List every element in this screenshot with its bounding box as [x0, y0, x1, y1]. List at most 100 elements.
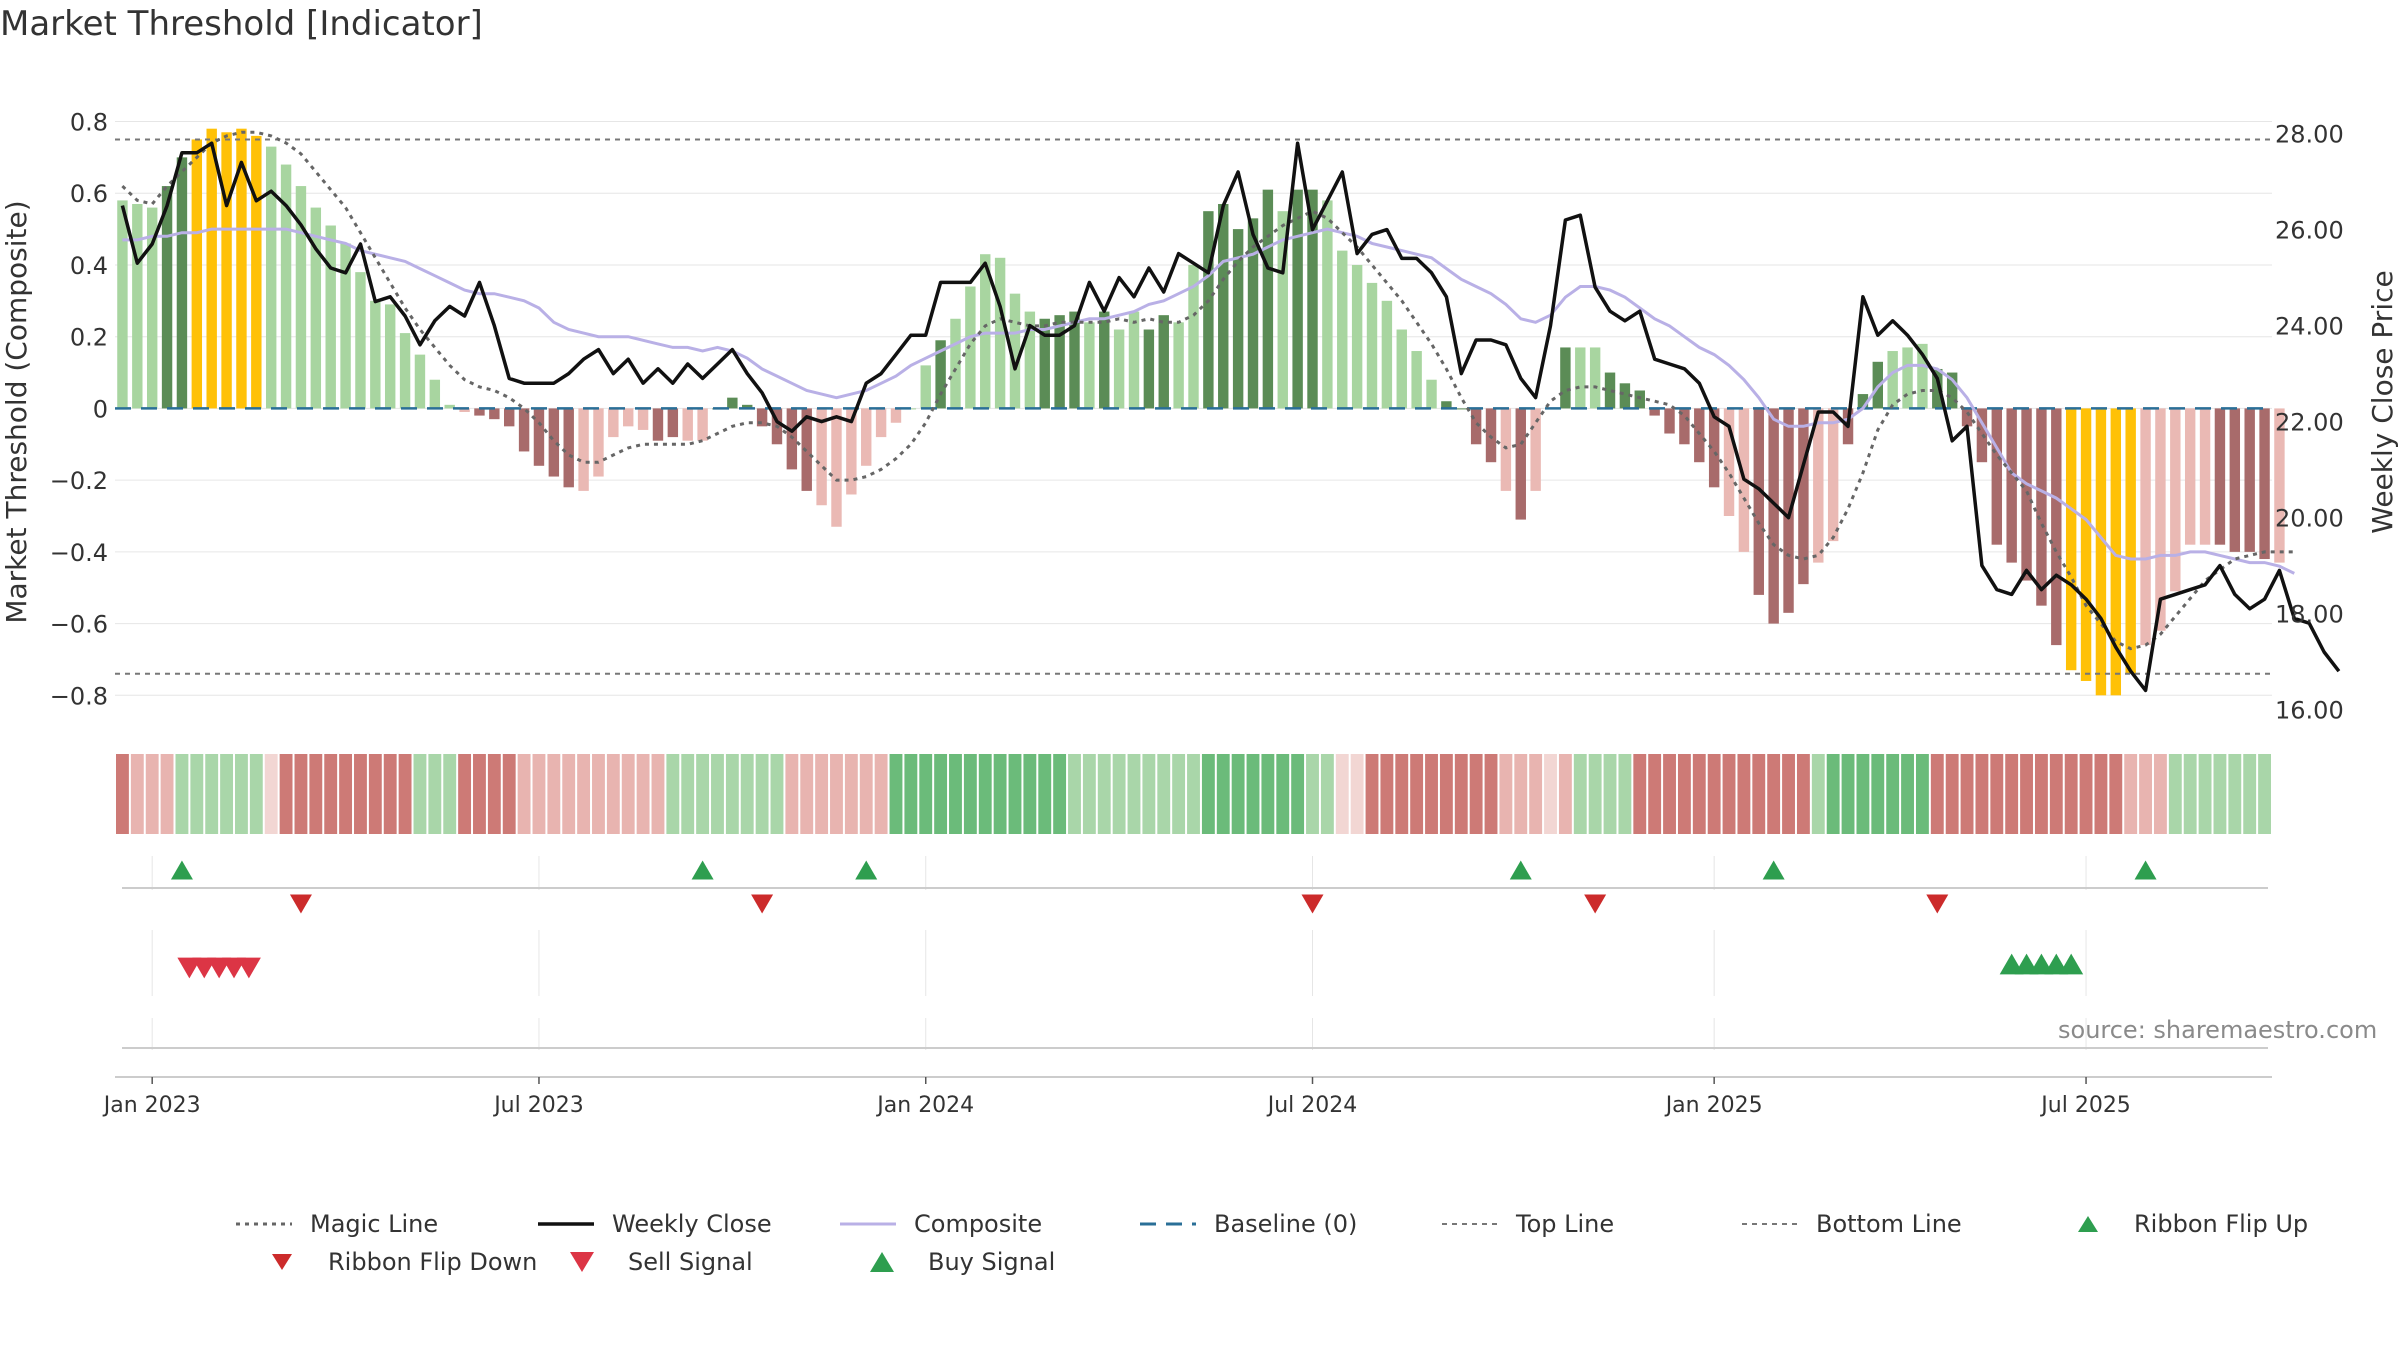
- composite-bar: [1887, 351, 1898, 409]
- ribbon-flip-up-marker: [855, 860, 878, 880]
- ribbon-cell: [1499, 754, 1513, 834]
- ribbon-cell: [949, 754, 962, 834]
- ribbon-cell: [398, 754, 412, 834]
- composite-bar: [2199, 408, 2211, 545]
- ribbon-cell: [1469, 754, 1483, 834]
- ribbon-cell: [264, 754, 278, 834]
- composite-bar: [1991, 408, 2003, 545]
- ribbon-cell: [2034, 754, 2048, 834]
- legend-label: Bottom Line: [1816, 1210, 1962, 1238]
- ribbon-cell: [2243, 754, 2257, 834]
- composite-bar: [1069, 311, 1080, 409]
- composite-bar: [1634, 390, 1645, 409]
- composite-bar: [1322, 200, 1333, 409]
- composite-bar: [623, 408, 634, 427]
- composite-bar: [2080, 408, 2092, 681]
- ribbon-cell: [160, 754, 174, 834]
- ribbon-cell: [1558, 754, 1572, 834]
- ribbon-cell: [1588, 754, 1602, 834]
- composite-bar: [370, 300, 381, 409]
- legend-label: Sell Signal: [628, 1248, 753, 1276]
- ribbon-cell: [1603, 754, 1617, 834]
- composite-bar: [682, 408, 693, 441]
- ribbon-cell: [2228, 754, 2242, 834]
- ribbon-cell: [1975, 754, 1989, 834]
- composite-bar: [1277, 211, 1288, 409]
- composite-bar: [1337, 250, 1348, 409]
- composite-bar: [1396, 329, 1407, 409]
- ribbon-cell: [130, 754, 144, 834]
- composite-bar: [221, 132, 232, 409]
- ribbon-cell: [651, 754, 665, 834]
- ribbon-cell: [1127, 754, 1141, 834]
- composite-bar: [1232, 229, 1244, 409]
- composite-bar: [2274, 408, 2285, 563]
- composite-bar: [518, 408, 530, 452]
- chart-title: Market Threshold [Indicator]: [0, 4, 483, 44]
- composite-bar: [2110, 408, 2122, 696]
- ribbon-cell: [562, 754, 576, 834]
- composite-bar: [890, 408, 902, 423]
- ribbon-cell: [1112, 754, 1126, 834]
- top-legend-icon: [1442, 1223, 1498, 1225]
- composite-bar: [1158, 315, 1169, 409]
- composite-bar: [1143, 329, 1155, 409]
- composite-bar: [1664, 408, 1675, 434]
- composite-bar: [1575, 347, 1586, 409]
- legend-item-bottom: Bottom Line: [1740, 1210, 1962, 1238]
- ribbon-cell: [175, 754, 189, 834]
- ribbon-cell: [666, 754, 680, 834]
- ribbon-cell: [205, 754, 219, 834]
- composite-bar: [340, 243, 351, 409]
- composite-bar: [697, 408, 708, 441]
- y2-tick-label: 26.00: [2275, 217, 2344, 245]
- ribbon-cell: [844, 754, 858, 834]
- composite-bar: [1604, 372, 1616, 409]
- y-tick-label: −0.4: [50, 539, 108, 567]
- legend-item-baseline: Baseline (0): [1138, 1210, 1357, 1238]
- x-tick-label: Jul 2023: [492, 1093, 584, 1118]
- composite-bar: [1619, 383, 1631, 409]
- ribbon-cell: [368, 754, 382, 834]
- ribbon-cell: [1633, 754, 1647, 834]
- composite-bar: [399, 333, 411, 409]
- ribbon-cell: [1648, 754, 1662, 834]
- ribbon-cell: [413, 754, 427, 834]
- composite-bar: [2051, 408, 2062, 646]
- composite-bars: [117, 128, 2285, 696]
- legend-item-flipdown: Ribbon Flip Down: [252, 1248, 537, 1276]
- composite-bar: [1679, 408, 1690, 445]
- composite-bar: [1381, 300, 1393, 409]
- composite-bar: [265, 146, 277, 409]
- ribbon-cell: [1008, 754, 1022, 834]
- composite-bar: [1560, 347, 1571, 409]
- composite-bar: [980, 254, 991, 409]
- ribbon-cell: [1737, 754, 1751, 834]
- ribbon-cell: [2168, 754, 2182, 834]
- ribbon-cell: [2005, 754, 2019, 834]
- composite-bar: [1723, 408, 1735, 516]
- composite-bar: [1128, 311, 1140, 409]
- axes: 0.8 0.6 0.4 0.2 0 −0.2 −0.4 −0.6 −0.8 28.00 26.00 2…: [0, 109, 2399, 1118]
- composite-bar: [637, 408, 649, 430]
- legend-label: Buy Signal: [928, 1248, 1056, 1276]
- legend-item-sell: Sell Signal: [552, 1248, 753, 1276]
- y-tick-label: 0: [93, 395, 108, 423]
- ribbon-cell: [1529, 754, 1543, 834]
- composite-bar: [1857, 394, 1869, 409]
- composite-bar: [875, 408, 887, 438]
- ribbon-cell: [1410, 754, 1424, 834]
- composite-bar: [533, 408, 545, 466]
- composite-bar: [1708, 408, 1720, 488]
- legend-label: Composite: [914, 1210, 1043, 1238]
- buy-legend-icon: [870, 1252, 894, 1272]
- ribbon-cell: [1945, 754, 1959, 834]
- composite-bar: [1649, 408, 1660, 416]
- source-label: source: sharemaestro.com: [2058, 1016, 2378, 1044]
- ribbon-flip-down-marker: [1301, 894, 1324, 914]
- ribbon-cell: [1544, 754, 1557, 834]
- composite-bar: [1946, 372, 1958, 409]
- y-tick-label: 0.8: [70, 109, 108, 137]
- ribbon-cell: [2064, 754, 2078, 834]
- y-tick-label: 0.6: [70, 180, 108, 208]
